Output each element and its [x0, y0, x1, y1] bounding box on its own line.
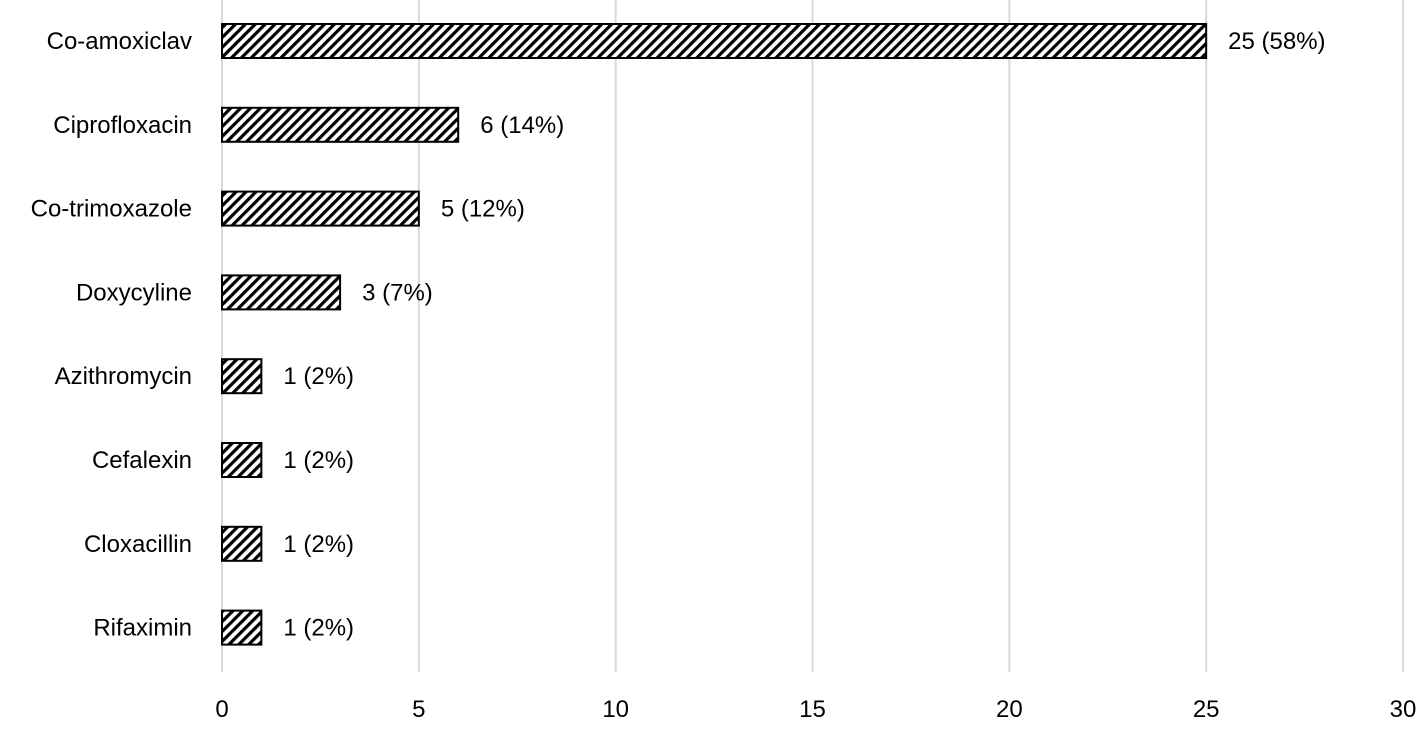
data-label: 6 (14%): [480, 112, 564, 139]
data-labels: 25 (58%) 6 (14%) 5 (12%) 3 (7%) 1 (2%) 1 (2%)…: [283, 28, 1325, 642]
x-tick-label: 15: [799, 696, 826, 723]
x-tick-label: 25: [1193, 696, 1220, 723]
category-label: Doxycyline: [76, 279, 192, 306]
bar: [221, 274, 342, 311]
category-label: Ciprofloxacin: [53, 112, 192, 139]
data-label: 1 (2%): [283, 615, 354, 642]
data-label: 1 (2%): [283, 363, 354, 390]
bar: [221, 442, 263, 478]
x-tick-label: 30: [1390, 696, 1417, 723]
category-label: Azithromycin: [55, 363, 192, 390]
category-labels: Co-amoxiclav Ciprofloxacin Co-trimoxazole D…: [31, 28, 192, 642]
category-label: Co-trimoxazole: [31, 196, 192, 223]
gridlines: [221, 0, 1404, 672]
x-tick-label: 5: [412, 696, 425, 723]
bar: [221, 525, 263, 562]
data-label: 5 (12%): [441, 196, 525, 223]
x-axis-tick-labels: 0 5 10 15 20 25 30: [215, 696, 1416, 723]
bar: [221, 23, 1208, 59]
category-label: Rifaximin: [93, 615, 192, 642]
bar: [221, 190, 420, 227]
x-tick-label: 0: [215, 696, 228, 723]
data-label: 3 (7%): [362, 279, 433, 306]
bar: [221, 609, 263, 646]
category-label: Cefalexin: [92, 447, 192, 474]
x-tick-label: 20: [996, 696, 1023, 723]
category-label: Cloxacillin: [84, 531, 192, 558]
bar: [221, 106, 460, 143]
data-label: 1 (2%): [283, 447, 354, 474]
category-label: Co-amoxiclav: [47, 28, 192, 55]
bar: [221, 358, 263, 395]
bars: [221, 23, 1208, 646]
data-label: 1 (2%): [283, 531, 354, 558]
data-label: 25 (58%): [1228, 28, 1325, 55]
x-tick-label: 10: [602, 696, 629, 723]
